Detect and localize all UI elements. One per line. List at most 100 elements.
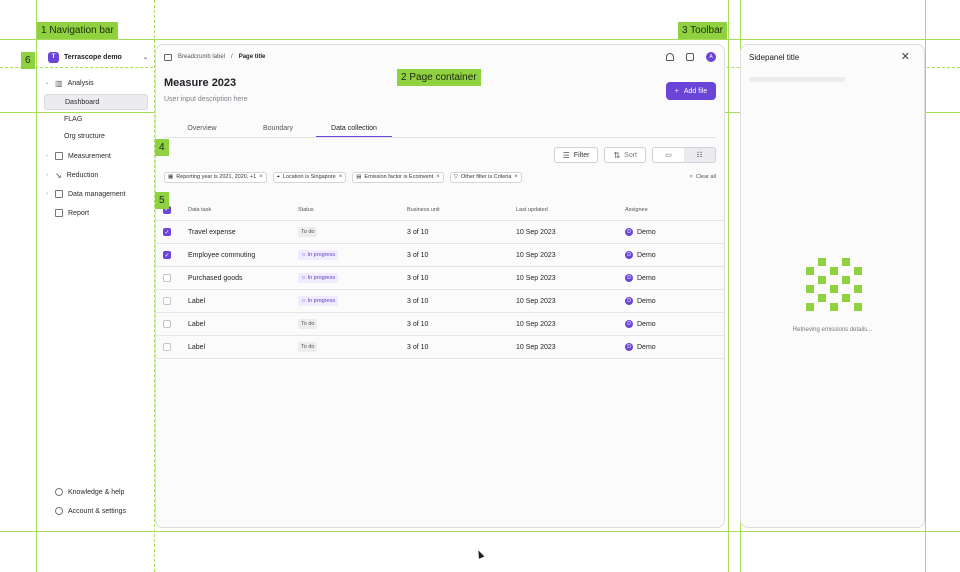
cell-business-unit: 3 of 10 bbox=[407, 320, 429, 328]
table-row[interactable]: Purchased goods ☼ In progress 3 of 10 10 Se… bbox=[156, 267, 724, 290]
filter-chip[interactable]: ▤ Emission factor is Ecoinvent × bbox=[352, 171, 444, 183]
chart-icon: ▥ bbox=[55, 78, 63, 88]
sidebar-item-dashboard[interactable]: Dashboard bbox=[44, 94, 148, 110]
sidebar-item-data-management[interactable]: › Data management bbox=[44, 186, 148, 202]
row-checkbox[interactable]: ✓ bbox=[163, 251, 171, 259]
chevron-down-icon: ⌄ bbox=[142, 54, 148, 61]
close-icon[interactable]: ✕ bbox=[900, 51, 910, 63]
sidebar-item-settings[interactable]: Account & settings bbox=[44, 503, 148, 519]
close-icon[interactable]: × bbox=[338, 174, 343, 180]
tab-boundary[interactable]: Boundary bbox=[263, 125, 293, 132]
avatar[interactable]: A bbox=[706, 52, 716, 62]
column-header[interactable]: Last updated bbox=[516, 206, 548, 213]
sidebar-item-report[interactable]: Report bbox=[44, 205, 148, 221]
filter-chip[interactable]: ⌖ Location is Singapore × bbox=[272, 171, 347, 183]
avatar: D bbox=[625, 343, 633, 351]
filter-button[interactable]: ☰ Filter bbox=[553, 147, 599, 163]
loader-square bbox=[854, 303, 862, 311]
sidepanel-title: Sidepanel title bbox=[749, 53, 800, 62]
table-row[interactable]: ✓ Employee commuting ☼ In progress 3 of 10 1… bbox=[156, 244, 724, 267]
plus-icon: + bbox=[674, 87, 679, 95]
guide-line bbox=[0, 531, 960, 532]
windows-icon[interactable] bbox=[686, 53, 694, 61]
column-header[interactable]: Data task bbox=[188, 206, 212, 213]
tab-data-collection[interactable]: Data collection bbox=[316, 122, 392, 137]
folder-view-icon[interactable]: ▭ bbox=[653, 148, 684, 162]
sidebar-item-measurement[interactable]: › Measurement bbox=[44, 148, 148, 164]
filter-icon: ☰ bbox=[562, 150, 570, 160]
guide-line bbox=[0, 39, 960, 40]
chevron-right-icon: › bbox=[46, 191, 48, 197]
cell-assignee: Demo bbox=[637, 228, 656, 236]
sort-button[interactable]: ⇅ Sort bbox=[604, 147, 646, 163]
sidebar-item-label: Account & settings bbox=[68, 507, 126, 515]
sidebar-item-label: Org structure bbox=[64, 132, 105, 140]
row-checkbox[interactable] bbox=[163, 320, 171, 328]
bell-icon[interactable] bbox=[666, 53, 674, 61]
status-badge: ☼ In progress bbox=[298, 296, 339, 306]
sidebar-toggle-icon[interactable] bbox=[164, 53, 172, 61]
row-checkbox[interactable]: ✓ bbox=[163, 228, 171, 236]
row-checkbox[interactable] bbox=[163, 274, 171, 282]
table-row[interactable]: Label To do 3 of 10 10 Sep 2023 D Demo bbox=[156, 336, 724, 359]
sidebar-item-analysis[interactable]: ⌄ ▥ Analysis bbox=[44, 75, 148, 91]
tab-overview[interactable]: Overview bbox=[187, 125, 217, 132]
row-checkbox[interactable] bbox=[163, 297, 171, 305]
loader-square bbox=[854, 267, 862, 275]
row-checkbox[interactable] bbox=[163, 343, 171, 351]
clear-all-button[interactable]: × Clear all bbox=[690, 174, 716, 180]
cell-task: Employee commuting bbox=[188, 251, 256, 259]
sidebar-item-label: Measurement bbox=[68, 152, 111, 160]
breadcrumb-separator: / bbox=[231, 54, 233, 60]
loader-square bbox=[830, 267, 838, 275]
status-badge: To do bbox=[298, 227, 318, 237]
annotation-tag: 4 bbox=[155, 139, 169, 156]
sidebar-item-flag[interactable]: FLAG bbox=[44, 111, 148, 127]
cell-assignee: Demo bbox=[637, 274, 656, 282]
sidebar-item-help[interactable]: Knowledge & help bbox=[44, 484, 148, 500]
column-header[interactable]: Business unit bbox=[407, 206, 440, 213]
sidebar-item-reduction[interactable]: › ↘ Reduction bbox=[44, 167, 148, 183]
close-icon[interactable]: × bbox=[259, 174, 263, 180]
loader-square bbox=[806, 303, 814, 311]
loader-square bbox=[842, 258, 850, 266]
arrow-down-right-icon: ↘ bbox=[55, 170, 62, 180]
sidebar-item-label: FLAG bbox=[64, 115, 83, 123]
page-title-crumb: Page title bbox=[238, 54, 266, 60]
column-header[interactable]: Assignee bbox=[625, 206, 648, 213]
status-badge: ☼ In progress bbox=[298, 250, 339, 260]
sidebar-item-label: Dashboard bbox=[65, 98, 100, 106]
checklist-view-icon[interactable]: ☷ bbox=[684, 148, 715, 162]
cell-task: Travel expense bbox=[188, 228, 236, 236]
filter-chip-label: Emission factor is Ecoinvent bbox=[364, 174, 434, 180]
loader-square bbox=[806, 267, 814, 275]
add-file-button[interactable]: + Add file bbox=[666, 82, 716, 100]
annotation-tag: 1 Navigation bar bbox=[37, 22, 118, 39]
annotation-tag: 3 Toolbar bbox=[678, 22, 727, 39]
cell-task: Label bbox=[188, 297, 206, 305]
sidebar-item-label: Reduction bbox=[66, 171, 99, 179]
column-header[interactable]: Status bbox=[298, 206, 314, 213]
table-row[interactable]: Label To do 3 of 10 10 Sep 2023 D Demo bbox=[156, 313, 724, 336]
sidebar-item-org-structure[interactable]: Org structure bbox=[44, 128, 148, 144]
breadcrumb[interactable]: Breadcrumb label bbox=[178, 54, 226, 60]
avatar: D bbox=[625, 228, 633, 236]
filter-chip[interactable]: ▽ Other filter is Criteria × bbox=[449, 171, 522, 183]
close-icon[interactable]: × bbox=[436, 174, 440, 180]
workspace-switcher[interactable]: T Terrascope demo ⌄ bbox=[48, 50, 148, 64]
table-row[interactable]: Label ☼ In progress 3 of 10 10 Sep 2023 D Dem… bbox=[156, 290, 724, 313]
table-row[interactable]: ✓ Travel expense To do 3 of 10 10 Sep 2023 D D… bbox=[156, 221, 724, 244]
close-icon[interactable]: × bbox=[514, 174, 518, 180]
view-toggle: ▭ ☷ bbox=[652, 147, 716, 163]
annotation-tag: 5 bbox=[155, 192, 169, 209]
status-badge: ☼ In progress bbox=[298, 273, 339, 283]
close-icon: × bbox=[689, 174, 693, 180]
add-file-label: Add file bbox=[683, 87, 708, 95]
filter-chip-label: Location is Singapore bbox=[282, 174, 336, 180]
cell-last-updated: 10 Sep 2023 bbox=[516, 343, 556, 351]
clear-all-label: Clear all bbox=[695, 174, 716, 180]
filter-chip[interactable]: ▦ Reporting year is 2021, 2020, +1 × bbox=[164, 171, 267, 183]
cell-task: Purchased goods bbox=[188, 274, 243, 282]
skeleton-bar bbox=[749, 77, 845, 82]
loader-square bbox=[830, 303, 838, 311]
